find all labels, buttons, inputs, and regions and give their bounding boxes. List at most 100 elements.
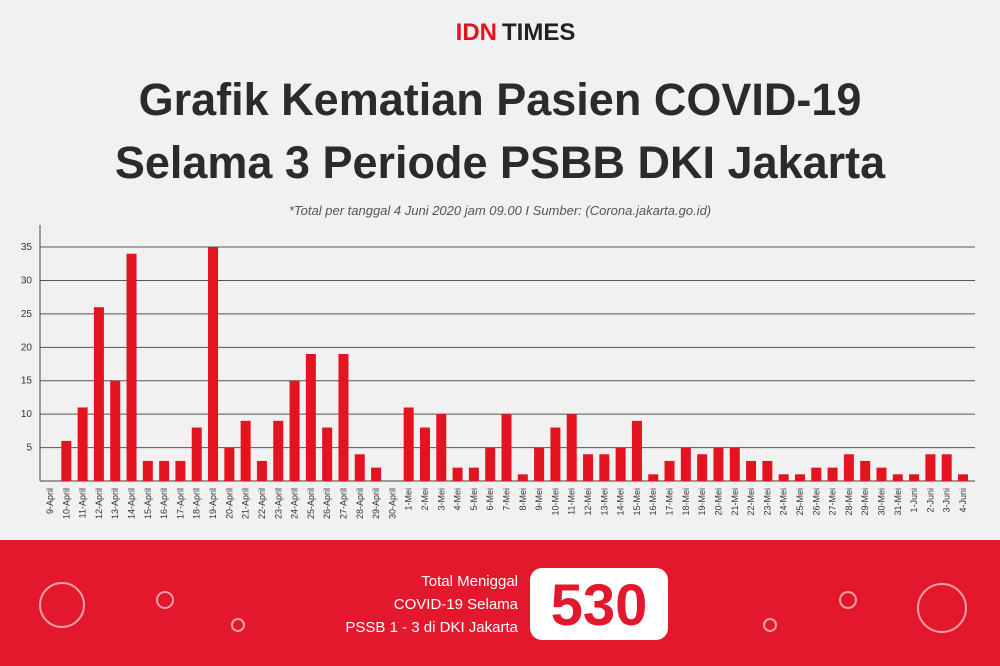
- bar: [468, 467, 479, 481]
- x-tick-label: 23-Mei: [762, 488, 772, 516]
- bar: [305, 354, 316, 481]
- bar: [941, 454, 952, 481]
- x-tick-label: 25-Mei: [795, 488, 805, 516]
- y-tick-label: 15: [21, 376, 33, 387]
- bar: [843, 454, 854, 481]
- x-tick-label: 19-Mei: [697, 488, 707, 516]
- bar: [566, 414, 577, 481]
- bar: [501, 414, 512, 481]
- bar: [811, 467, 822, 481]
- bar: [778, 474, 789, 481]
- x-tick-label: 1-Juni: [909, 488, 919, 513]
- x-tick-label: 14-April: [127, 488, 137, 519]
- x-tick-label: 28-Mei: [844, 488, 854, 516]
- x-tick-label: 12-April: [94, 488, 104, 519]
- y-tick-label: 30: [21, 275, 33, 286]
- bar: [599, 454, 610, 481]
- title-line: Selama 3 Periode PSBB DKI Jakarta: [115, 137, 886, 188]
- x-tick-label: 30-April: [387, 488, 397, 519]
- bar: [697, 454, 708, 481]
- title-line: Grafik Kematian Pasien COVID-19: [139, 74, 862, 125]
- bar: [159, 460, 170, 481]
- plot: 5 10 15 20 25 30 35 9-April 10-April 11-April 12-A…: [21, 242, 975, 519]
- x-tick-label: 18-Mei: [681, 488, 691, 516]
- bar: [762, 460, 773, 481]
- footer-band: [0, 540, 1000, 666]
- x-tick-label: 1-Mei: [404, 488, 414, 511]
- bar: [680, 447, 691, 481]
- bar: [436, 414, 447, 481]
- bar: [273, 420, 284, 481]
- x-tick-label: 26-Mei: [811, 488, 821, 516]
- x-tick-label: 18-April: [192, 488, 202, 519]
- x-tick-label: 21-Mei: [730, 488, 740, 516]
- bar: [93, 307, 104, 481]
- subtitle: *Total per tanggal 4 Juni 2020 jam 09.00…: [289, 203, 711, 218]
- x-tick-label: 28-April: [355, 488, 365, 519]
- bar: [648, 474, 659, 481]
- bar: [452, 467, 463, 481]
- x-tick-label: 17-April: [175, 488, 185, 519]
- bar: [664, 460, 675, 481]
- bar: [713, 447, 724, 481]
- bar: [77, 407, 88, 481]
- x-tick-label: 15-April: [143, 488, 153, 519]
- bar: [550, 427, 561, 481]
- bar: [142, 460, 153, 481]
- x-tick-label: 13-Mei: [599, 488, 609, 516]
- x-tick-label: 9-Mei: [534, 488, 544, 511]
- x-tick-label: 3-Juni: [942, 488, 952, 513]
- x-tick-label: 11-Mei: [567, 488, 577, 515]
- bar: [175, 460, 186, 481]
- bar: [354, 454, 365, 481]
- bar: [631, 420, 642, 481]
- bar: [909, 474, 920, 481]
- bar: [256, 460, 267, 481]
- x-tick-label: 31-Mei: [893, 488, 903, 516]
- x-tick-label: 4-Mei: [453, 488, 463, 511]
- total-box: [530, 568, 668, 640]
- x-tick-label: 22-April: [257, 488, 267, 519]
- x-tick-label: 25-April: [306, 488, 316, 519]
- x-tick-label: 29-April: [371, 488, 381, 519]
- x-tick-label: 21-April: [241, 488, 251, 519]
- bar: [61, 440, 72, 481]
- bar: [208, 247, 219, 481]
- total-value: 530: [551, 573, 648, 638]
- x-tick-label: 27-Mei: [828, 488, 838, 516]
- bar: [419, 427, 430, 481]
- x-tick-label: 13-April: [110, 488, 120, 519]
- x-tick-label: 15-Mei: [632, 488, 642, 516]
- x-tick-label: 5-Mei: [469, 488, 479, 511]
- x-tick-label: 2-Juni: [925, 488, 935, 513]
- x-tick-label: 17-Mei: [665, 488, 675, 516]
- bar: [403, 407, 414, 481]
- x-tick-label: 10-April: [61, 488, 71, 519]
- bar: [827, 467, 838, 481]
- y-tick-label: 20: [21, 342, 33, 353]
- bar: [191, 427, 202, 481]
- x-tick-label: 2-Mei: [420, 488, 430, 511]
- bar: [860, 460, 871, 481]
- x-tick-label: 20-Mei: [713, 488, 723, 516]
- x-tick-label: 24-Mei: [779, 488, 789, 516]
- x-tick-label: 7-Mei: [502, 488, 512, 511]
- bar: [338, 354, 349, 481]
- brand-times: TIMES: [502, 19, 575, 46]
- x-tick-label: 16-April: [159, 488, 169, 519]
- x-tick-label: 16-Mei: [648, 488, 658, 516]
- bar: [746, 460, 757, 481]
- bar: [892, 474, 903, 481]
- bar: [289, 380, 300, 481]
- x-tick-label: 6-Mei: [485, 488, 495, 511]
- x-tick-label: 12-Mei: [583, 488, 593, 516]
- x-tick-label: 27-April: [338, 488, 348, 519]
- x-tick-label: 8-Mei: [518, 488, 528, 511]
- x-tick-label: 4-Juni: [958, 488, 968, 513]
- bar: [729, 447, 740, 481]
- footer-label: PSSB 1 - 3 di DKI Jakarta: [345, 619, 518, 636]
- x-tick-label: 29-Mei: [860, 488, 870, 516]
- x-tick-label: 20-April: [224, 488, 234, 519]
- x-tick-label: 11-April: [78, 488, 88, 518]
